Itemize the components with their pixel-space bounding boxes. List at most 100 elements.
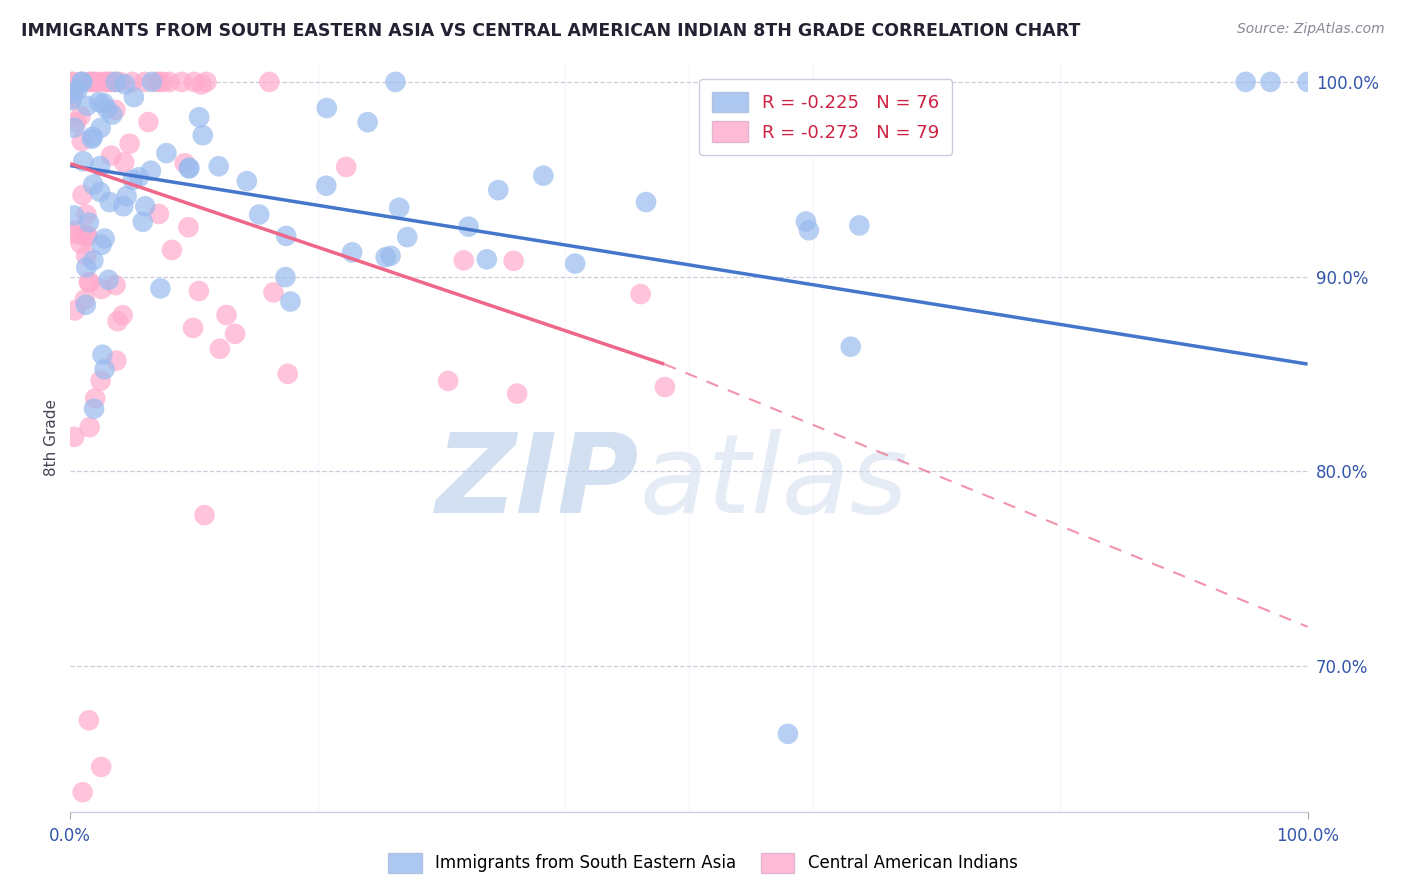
Point <box>89 185 111 199</box>
Point <box>177 161 200 176</box>
Point <box>486 183 509 197</box>
Point <box>90 120 112 135</box>
Point <box>70 75 93 89</box>
Point <box>90 374 112 388</box>
Point <box>149 281 172 295</box>
Point <box>384 75 406 89</box>
Point <box>315 101 337 115</box>
Legend: Immigrants from South Eastern Asia, Central American Indians: Immigrants from South Eastern Asia, Cent… <box>381 847 1025 880</box>
Point <box>134 75 156 89</box>
Point <box>224 326 246 341</box>
Point <box>60 92 83 106</box>
Y-axis label: 8th Grade: 8th Grade <box>44 399 59 475</box>
Point <box>457 219 479 234</box>
Point <box>89 159 111 173</box>
Point <box>148 207 170 221</box>
Point <box>146 75 169 89</box>
Point <box>82 178 104 192</box>
Text: ZIP: ZIP <box>436 428 640 535</box>
Point <box>84 75 107 89</box>
Point <box>356 115 378 129</box>
Point <box>107 314 129 328</box>
Point <box>60 87 83 102</box>
Point <box>66 83 89 97</box>
Point <box>340 245 363 260</box>
Point <box>157 75 180 89</box>
Point <box>152 75 174 89</box>
Point <box>87 75 110 89</box>
Point <box>75 208 97 222</box>
Point <box>104 75 127 89</box>
Point <box>80 75 103 89</box>
Point <box>195 75 218 89</box>
Point <box>108 75 131 89</box>
Point <box>75 249 97 263</box>
Point <box>263 285 285 300</box>
Point <box>104 103 127 117</box>
Point <box>396 230 419 244</box>
Point <box>63 430 86 444</box>
Point <box>634 195 657 210</box>
Point <box>1296 75 1319 89</box>
Point <box>274 270 297 285</box>
Point <box>776 727 799 741</box>
Point <box>93 75 115 89</box>
Point <box>179 161 201 175</box>
Point <box>72 188 94 202</box>
Point <box>77 275 100 289</box>
Point <box>60 227 83 241</box>
Text: atlas: atlas <box>640 428 908 535</box>
Point <box>96 102 118 116</box>
Point <box>181 321 204 335</box>
Point <box>335 160 357 174</box>
Point <box>90 282 112 296</box>
Point <box>62 86 84 100</box>
Point <box>63 120 86 135</box>
Point <box>75 260 97 275</box>
Point <box>77 713 100 727</box>
Point <box>114 78 136 92</box>
Point <box>453 253 475 268</box>
Point <box>112 199 135 213</box>
Point <box>208 342 231 356</box>
Point <box>60 75 83 89</box>
Point <box>65 223 87 237</box>
Point <box>848 219 870 233</box>
Point <box>76 99 98 113</box>
Point <box>118 136 141 151</box>
Point <box>79 75 101 89</box>
Point <box>388 201 411 215</box>
Point <box>193 508 215 522</box>
Point <box>141 75 163 89</box>
Point <box>122 90 145 104</box>
Point <box>191 128 214 143</box>
Point <box>502 253 524 268</box>
Point <box>276 228 298 243</box>
Point <box>70 236 93 251</box>
Point <box>97 273 120 287</box>
Point <box>149 75 172 89</box>
Point <box>79 420 101 434</box>
Point <box>121 75 143 89</box>
Point <box>62 75 84 89</box>
Point <box>259 75 281 89</box>
Point <box>170 75 193 89</box>
Point <box>630 287 652 301</box>
Point <box>797 223 820 237</box>
Point <box>90 237 112 252</box>
Point <box>112 155 135 169</box>
Point <box>134 199 156 213</box>
Point <box>60 93 83 107</box>
Point <box>121 173 143 187</box>
Point <box>277 367 299 381</box>
Point <box>70 75 93 89</box>
Point <box>69 109 91 123</box>
Point <box>101 107 124 121</box>
Point <box>138 115 160 129</box>
Point <box>374 250 396 264</box>
Point <box>104 75 127 89</box>
Point <box>531 169 554 183</box>
Point <box>77 215 100 229</box>
Point <box>100 75 122 89</box>
Point <box>1260 75 1282 89</box>
